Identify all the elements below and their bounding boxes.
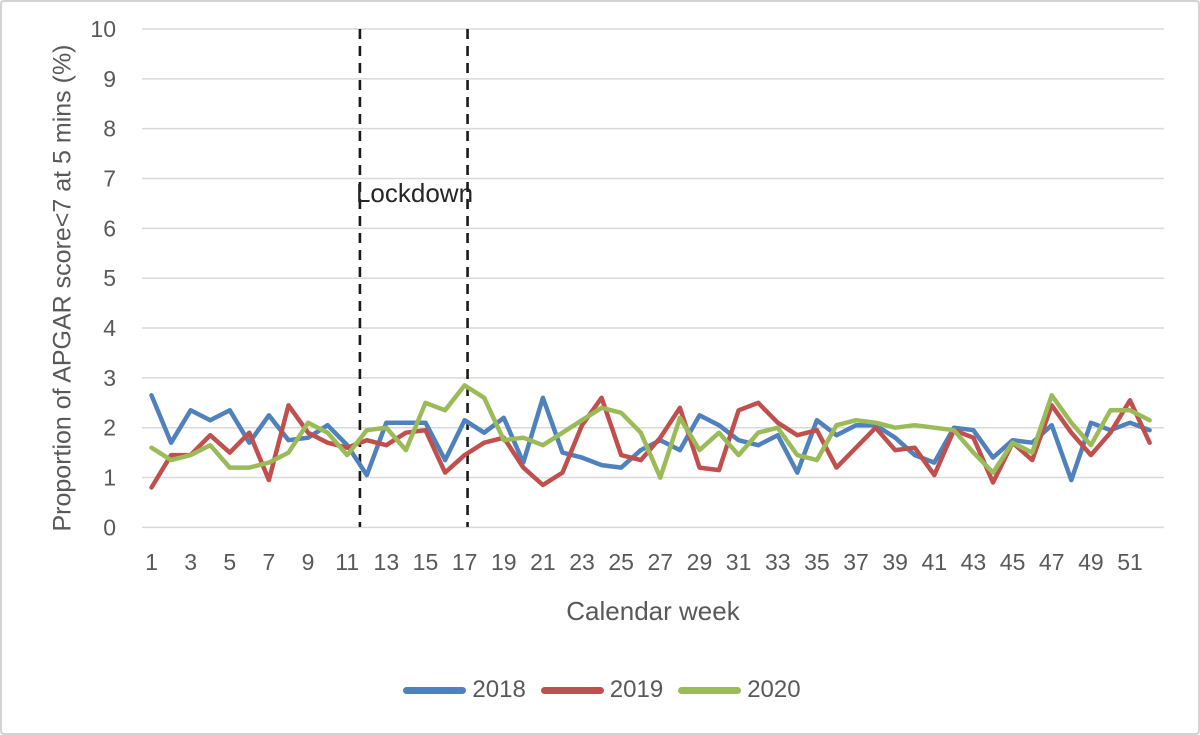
x-tick-label: 43 [961,549,987,575]
x-tick-label: 1 [145,549,158,575]
x-tick-label: 29 [687,549,713,575]
x-tick-label: 49 [1078,549,1104,575]
x-tick-label: 21 [530,549,556,575]
y-tick-label: 6 [103,215,116,241]
x-tick-label: 51 [1117,549,1143,575]
y-tick-label: 3 [103,365,116,391]
y-tick-label: 10 [90,16,116,42]
series-line-2018 [149,393,1152,483]
x-tick-label: 17 [452,549,478,575]
x-tick-label: 7 [263,549,276,575]
y-tick-label: 4 [103,315,116,341]
x-tick-label: 47 [1039,549,1065,575]
y-axis-title: Proportion of APGAR score<7 at 5 mins (%… [48,44,77,532]
x-tick-label: 11 [335,549,359,575]
y-tick-label: 8 [103,116,116,142]
x-tick-label: 13 [374,549,400,575]
legend-label: 2019 [609,676,664,703]
x-tick-label: 35 [804,549,830,575]
legend-item-2018: 2018 [403,676,526,704]
y-tick-label: 0 [103,514,116,540]
x-tick-label: 23 [569,549,595,575]
legend-line-icon [540,686,604,694]
y-tick-label: 9 [103,66,116,92]
x-tick-label: 33 [765,549,791,575]
series-line-2020 [149,383,1152,480]
lockdown-annotation-label: Lockdown [355,178,474,208]
y-tick-label: 2 [103,415,116,441]
legend-line-icon [678,686,742,694]
legend-label: 2018 [472,676,526,703]
x-tick-label: 15 [413,549,439,575]
y-tick-label: 1 [103,465,116,491]
x-tick-label: 19 [491,549,517,575]
legend-item-2020: 2020 [678,676,801,704]
x-tick-label: 45 [1000,549,1026,575]
legend-item-2019: 2019 [540,676,664,704]
x-tick-label: 25 [608,549,634,575]
y-tick-label: 7 [103,166,116,192]
legend-line-icon [403,686,467,694]
x-axis-title: Calendar week [566,596,740,626]
x-tick-label: 37 [843,549,869,575]
legend-label: 2020 [747,676,801,703]
x-tick-label: 27 [648,549,674,575]
x-tick-label: 5 [223,549,236,575]
y-tick-label: 5 [103,265,116,291]
legend: 2018 2019 2020 [2,674,1198,706]
x-tick-label: 41 [922,549,948,575]
x-tick-label: 39 [882,549,908,575]
x-tick-label: 9 [302,549,315,575]
x-tick-label: 31 [726,549,752,575]
x-tick-label: 3 [184,549,197,575]
